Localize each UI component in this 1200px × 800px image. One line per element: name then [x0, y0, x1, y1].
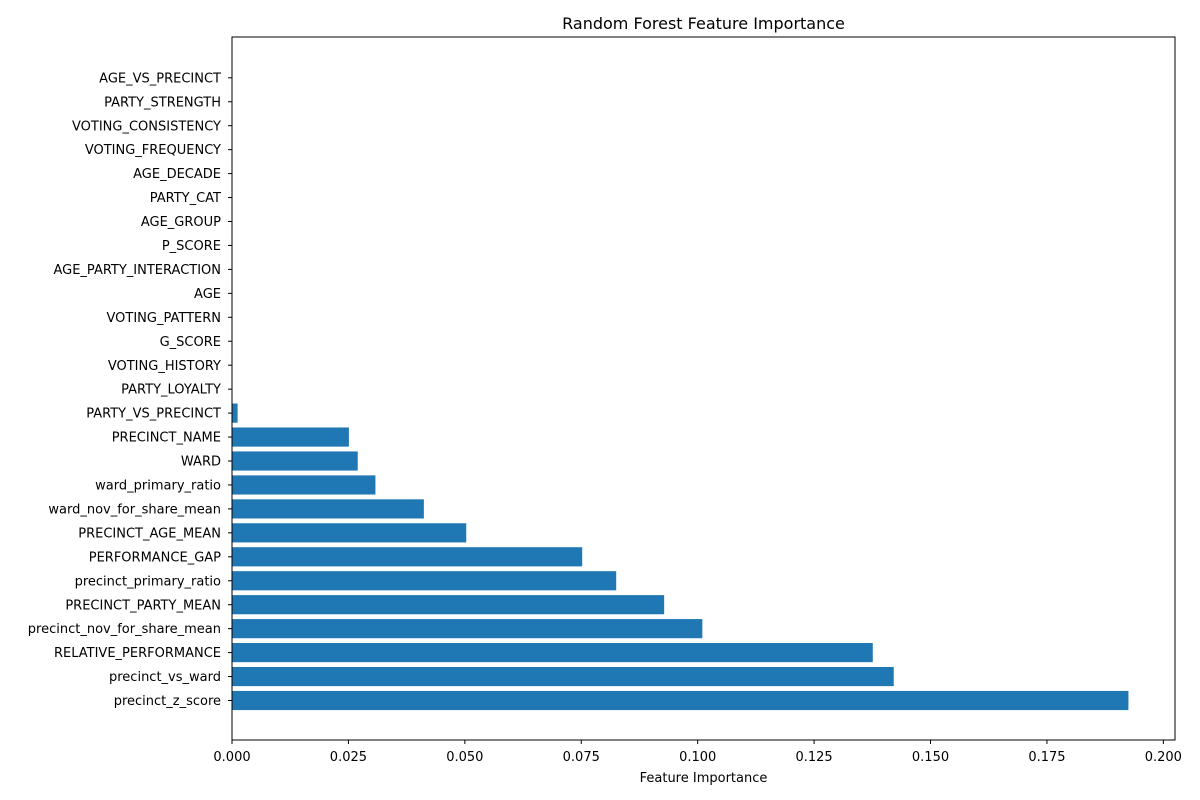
x-tick-label: 0.000 [213, 750, 250, 765]
bar-precinct_nov_for_share_mean [232, 619, 703, 639]
y-tick-label: VOTING_HISTORY [108, 359, 221, 374]
bar-PRECINCT_PARTY_MEAN [232, 595, 665, 615]
x-tick-label: 0.200 [1145, 750, 1182, 765]
y-tick-label: PARTY_CAT [150, 191, 221, 206]
y-tick-label: PRECINCT_AGE_MEAN [78, 526, 221, 541]
x-tick-label: 0.025 [330, 750, 367, 765]
y-tick-label: AGE_DECADE [133, 167, 221, 182]
y-tick-label: precinct_primary_ratio [75, 574, 221, 589]
y-tick-label: AGE_GROUP [141, 215, 221, 230]
y-tick-label: precinct_nov_for_share_mean [28, 622, 221, 637]
bar-RELATIVE_PERFORMANCE [232, 643, 873, 663]
x-tick-label: 0.125 [795, 750, 832, 765]
bar-PRECINCT_AGE_MEAN [232, 523, 467, 543]
y-tick-label: ward_nov_for_share_mean [48, 502, 221, 517]
bar-precinct_vs_ward [232, 666, 894, 687]
y-tick-label: PRECINCT_NAME [112, 431, 221, 446]
bar-precinct_z_score [232, 690, 1129, 711]
y-tick-label: precinct_z_score [114, 694, 221, 709]
y-tick-label: PERFORMANCE_GAP [89, 550, 221, 565]
y-axis-ticks: precinct_z_score precinct_vs_ward RELATIVE… [28, 71, 232, 709]
bar-PERFORMANCE_GAP [232, 547, 583, 567]
y-tick-label: PARTY_VS_PRECINCT [86, 407, 221, 422]
y-tick-label: VOTING_PATTERN [107, 311, 222, 326]
y-tick-label: P_SCORE [162, 239, 221, 254]
x-tick-label: 0.175 [1028, 750, 1065, 765]
x-tick-label: 0.050 [446, 750, 483, 765]
y-tick-label: WARD [181, 455, 221, 470]
x-axis-label: Feature Importance [640, 771, 768, 786]
bar-WARD [232, 451, 358, 471]
y-tick-label: VOTING_CONSISTENCY [72, 119, 221, 134]
bar-PARTY_VS_PRECINCT [232, 403, 238, 423]
y-tick-label: ward_primary_ratio [95, 479, 221, 494]
bar-precinct_primary_ratio [232, 571, 617, 591]
y-tick-label: PARTY_LOYALTY [121, 383, 221, 398]
x-tick-label: 0.075 [563, 750, 600, 765]
y-tick-label: AGE [194, 287, 221, 302]
chart-title: Random Forest Feature Importance [562, 14, 845, 33]
x-tick-label: 0.100 [679, 750, 716, 765]
y-tick-label: RELATIVE_PERFORMANCE [54, 646, 221, 661]
bar-ward_primary_ratio [232, 475, 376, 495]
y-tick-label: AGE_VS_PRECINCT [99, 71, 221, 86]
y-tick-label: PRECINCT_PARTY_MEAN [65, 598, 221, 613]
bars-group [232, 403, 1129, 711]
y-tick-label: AGE_PARTY_INTERACTION [53, 263, 221, 278]
x-tick-label: 0.150 [912, 750, 949, 765]
bar-PRECINCT_NAME [232, 427, 349, 447]
bar-ward_nov_for_share_mean [232, 499, 424, 519]
y-tick-label: VOTING_FREQUENCY [85, 143, 221, 158]
y-tick-label: precinct_vs_ward [109, 670, 221, 685]
plot-frame [231, 36, 1176, 741]
x-axis-ticks: 0.000 0.025 0.050 0.075 0.100 0.125 0.150 0.175… [213, 740, 1182, 765]
y-tick-label: G_SCORE [160, 335, 221, 350]
y-tick-label: PARTY_STRENGTH [104, 95, 221, 110]
